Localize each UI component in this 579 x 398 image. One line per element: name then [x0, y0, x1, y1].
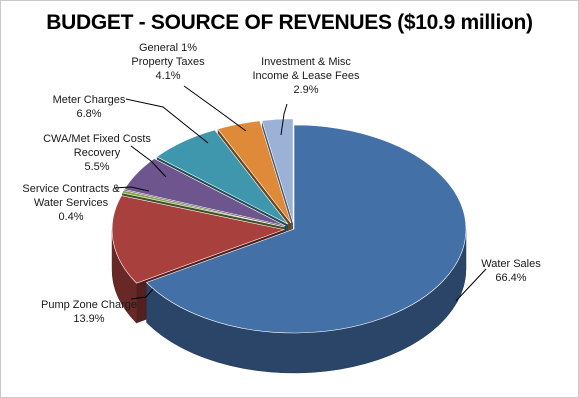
- pie-slice-4: [156, 129, 289, 225]
- leader-line-5: [183, 85, 247, 132]
- pie-slice-2: [121, 190, 285, 228]
- leader-line-1: [130, 288, 154, 300]
- slice-label-1: Pump Zone Charge 13.9%: [41, 299, 137, 325]
- leader-line-4: [125, 98, 209, 144]
- slice-name-3-line-1: Recovery: [74, 147, 121, 159]
- slice-label-6: Investment & Misc Income & Lease Fees 2.9%: [252, 56, 360, 96]
- slice-percent-3: 5.5%: [84, 161, 109, 173]
- pie-slice-5: [217, 120, 292, 224]
- slice-percent-4: 6.8%: [76, 108, 101, 120]
- slice-name-6-line-0: Investment & Misc: [261, 56, 351, 68]
- slice-percent-0: 66.4%: [495, 272, 526, 284]
- slice-label-0: Water Sales 66.4%: [481, 258, 541, 284]
- leader-line-6: [280, 103, 288, 136]
- slice-name-5-line-0: General 1%: [139, 42, 197, 54]
- slice-label-3: CWA/Met Fixed Costs Recovery 5.5%: [43, 133, 151, 173]
- slice-name-6-line-1: Income & Lease Fees: [252, 70, 360, 82]
- slice-name-1-line-0: Pump Zone Charge: [41, 299, 137, 311]
- chart-title: BUDGET - SOURCE OF REVENUES ($10.9 milli…: [46, 11, 533, 34]
- slice-percent-1: 13.9%: [73, 313, 104, 325]
- pie-leader-layer: [113, 85, 487, 302]
- slice-percent-5: 4.1%: [155, 70, 180, 82]
- leader-line-0: [455, 268, 487, 302]
- slice-name-2-line-0: Service Contracts &: [22, 183, 120, 195]
- slice-name-4-line-0: Meter Charges: [53, 94, 126, 106]
- slice-label-2: Service Contracts & Water Services 0.4%: [22, 183, 120, 223]
- slice-percent-2: 0.4%: [58, 211, 83, 223]
- slice-name-5-line-1: Property Taxes: [131, 56, 205, 68]
- slice-name-2-line-1: Water Services: [34, 197, 109, 209]
- leader-line-3: [130, 145, 167, 178]
- slice-name-0-line-0: Water Sales: [481, 258, 541, 270]
- slice-percent-6: 2.9%: [293, 84, 318, 96]
- slice-name-3-line-0: CWA/Met Fixed Costs: [43, 133, 151, 145]
- pie-slice-6: [261, 118, 294, 223]
- leader-line-2: [113, 186, 150, 192]
- pie-slice-0: [145, 124, 467, 334]
- pie-label-layer: Water Sales 66.4% Pump Zone Charge 13.9% Ser…: [22, 42, 541, 325]
- pie-slice-1: [111, 195, 286, 284]
- slice-label-5: General 1% Property Taxes 4.1%: [131, 42, 205, 82]
- slice-label-4: Meter Charges 6.8%: [53, 94, 126, 120]
